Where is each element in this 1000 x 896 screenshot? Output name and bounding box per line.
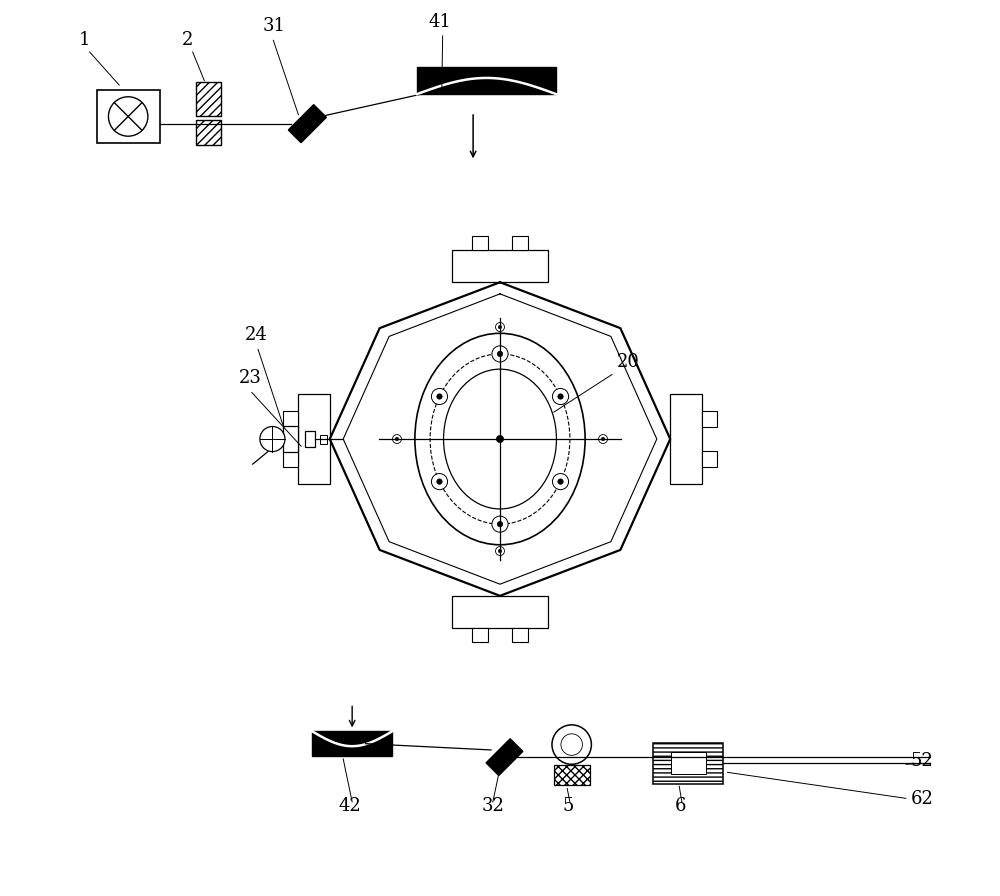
Text: 31: 31 [263,17,286,35]
Bar [702,411,717,427]
Circle shape [437,394,442,400]
Text: 32: 32 [482,797,505,814]
Bar [512,236,528,250]
Circle shape [601,437,605,441]
Bar [417,67,556,94]
Circle shape [552,388,569,405]
Bar [472,236,488,250]
Circle shape [437,478,442,484]
Circle shape [498,549,502,553]
Bar [196,120,221,145]
Circle shape [392,435,401,444]
Text: 2: 2 [182,30,193,48]
Circle shape [108,97,148,136]
Circle shape [561,734,582,755]
Bar [97,90,160,143]
Circle shape [552,473,569,490]
Circle shape [558,394,563,400]
Circle shape [496,547,504,556]
Bar [305,431,315,447]
Polygon shape [288,105,326,142]
Circle shape [497,351,503,357]
Circle shape [498,325,502,329]
Circle shape [552,725,591,764]
Text: 6: 6 [675,797,686,814]
Circle shape [492,346,508,362]
Bar [670,394,702,484]
Bar [283,426,298,452]
Circle shape [599,435,608,444]
Bar [452,250,548,282]
Circle shape [260,426,285,452]
Bar [283,451,298,467]
Bar [702,451,717,467]
Text: 23: 23 [238,369,261,387]
Circle shape [492,516,508,532]
Bar [671,753,706,774]
Circle shape [395,437,399,441]
Circle shape [558,479,563,484]
Polygon shape [486,738,523,776]
Text: 41: 41 [428,13,451,30]
Bar [320,435,327,444]
Text: 62: 62 [910,789,933,807]
Bar [554,765,590,785]
Text: 5: 5 [563,797,574,814]
Bar [298,394,330,484]
Bar [283,411,298,427]
Bar [312,731,392,756]
Circle shape [431,473,448,489]
Text: 24: 24 [245,326,267,344]
Bar [472,628,488,642]
Text: 42: 42 [339,797,361,814]
Text: 20: 20 [616,353,639,371]
Circle shape [497,521,503,527]
Text: 1: 1 [79,30,90,48]
Circle shape [431,388,448,405]
Ellipse shape [415,333,585,545]
Circle shape [496,323,504,332]
Bar [512,628,528,642]
Bar [196,82,221,116]
Circle shape [496,435,504,443]
Bar [653,744,723,783]
Text: 52: 52 [910,752,933,770]
Bar [452,596,548,628]
